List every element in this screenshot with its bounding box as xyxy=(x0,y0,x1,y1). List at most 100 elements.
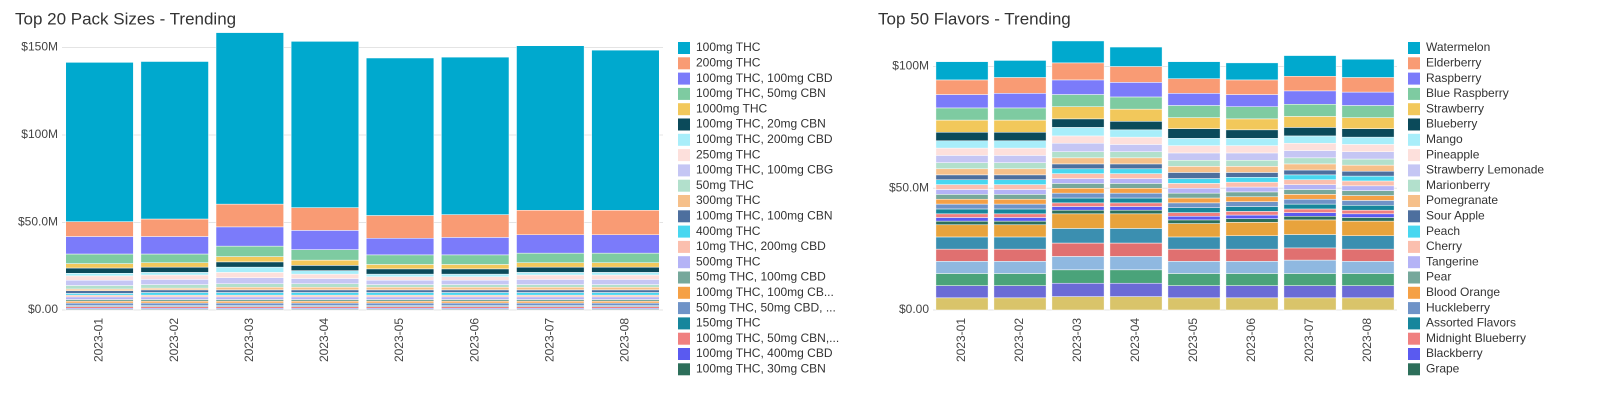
bar-segment xyxy=(1109,108,1163,122)
bar-segment xyxy=(993,132,1047,142)
bar-segment xyxy=(935,198,989,205)
bar-segment xyxy=(140,262,209,268)
bar-segment xyxy=(215,266,284,273)
bar-segment xyxy=(1051,168,1105,174)
bar-segment xyxy=(1167,128,1221,139)
x-tick-label: 2023-06 xyxy=(467,318,481,362)
bar-segment xyxy=(366,289,435,293)
bar-segment xyxy=(215,289,284,293)
bar-segment xyxy=(935,179,989,185)
legend-label: 50mg THC, 50mg CBD, ... xyxy=(696,300,836,314)
bar-segment xyxy=(1109,144,1163,152)
bar-segment xyxy=(215,296,284,300)
bar-segment xyxy=(1167,261,1221,274)
bar-segment xyxy=(935,189,989,195)
y-tick-label: $100M xyxy=(21,127,58,141)
bar-segment xyxy=(1109,82,1163,98)
bar-segment xyxy=(441,214,510,238)
bar-segment xyxy=(1167,188,1221,194)
bar-segment xyxy=(1341,273,1395,286)
bar-segment xyxy=(1051,209,1105,215)
bar-segment xyxy=(516,289,585,293)
bar-segment xyxy=(935,208,989,215)
bar-segment xyxy=(1341,180,1395,187)
bar-segment xyxy=(1109,296,1163,311)
legend-swatch xyxy=(678,363,690,376)
bar-segment xyxy=(1051,142,1105,152)
bar-segment xyxy=(1109,242,1163,257)
bar-segment xyxy=(516,294,585,298)
bar-segment xyxy=(215,294,284,298)
x-tick-label: 2023-08 xyxy=(1360,318,1374,362)
bar-segment xyxy=(1225,181,1279,188)
legend-swatch xyxy=(1408,210,1420,223)
bar-segment xyxy=(1341,58,1395,78)
bar-segment xyxy=(1109,256,1163,271)
legend-label: Huckleberry xyxy=(1426,300,1490,314)
bar-segment xyxy=(215,32,284,205)
bar-segment xyxy=(1341,209,1395,215)
bar-segment xyxy=(1225,211,1279,216)
legend-swatch xyxy=(1408,42,1420,54)
bar-segment xyxy=(290,278,359,284)
bar-segment xyxy=(591,296,660,300)
bar-segment xyxy=(1109,282,1163,297)
bar-segment xyxy=(65,285,134,290)
bar-segment xyxy=(1283,90,1337,105)
bar-segment xyxy=(1051,157,1105,165)
bar-segment xyxy=(993,224,1047,238)
bar-segment xyxy=(1167,183,1221,189)
bar-segment xyxy=(140,302,209,306)
bar-segment xyxy=(215,203,284,228)
legend-label: Blueberry xyxy=(1426,117,1477,131)
bar-segment xyxy=(290,249,359,261)
bar-segment xyxy=(1283,189,1337,195)
bar-segment xyxy=(140,218,209,237)
bar-segment xyxy=(591,299,660,302)
legend-swatch xyxy=(1408,302,1420,315)
legend-swatch xyxy=(678,87,690,100)
legend-label: Watermelon xyxy=(1426,40,1490,54)
bar-segment xyxy=(65,302,134,306)
legend-label: Strawberry Lemonade xyxy=(1426,163,1544,177)
bar-segment xyxy=(1283,208,1337,213)
bar-segment xyxy=(1225,94,1279,107)
bar-segment xyxy=(1167,178,1221,184)
bar-segment xyxy=(65,294,134,298)
bar-segment xyxy=(516,296,585,300)
bar-segment xyxy=(1225,285,1279,299)
bar-segment xyxy=(1109,173,1163,179)
legend-label: 100mg THC, 100mg CBG xyxy=(696,163,833,177)
bar-segment xyxy=(1341,136,1395,145)
legend-label: 500mg THC xyxy=(696,254,761,268)
bar-segment xyxy=(1167,61,1221,79)
bar-segment xyxy=(1167,78,1221,94)
legend-swatch xyxy=(1408,103,1420,116)
bar-segment xyxy=(65,221,134,237)
bar-segment xyxy=(1283,184,1337,190)
bar-segment xyxy=(1109,192,1163,199)
bar-segment xyxy=(935,94,989,109)
bar-segment xyxy=(1109,178,1163,184)
bar-segment xyxy=(993,208,1047,215)
legend-label: 100mg THC, 20mg CBN xyxy=(696,117,826,131)
bar-segment xyxy=(441,294,510,298)
bar-segment xyxy=(993,220,1047,226)
bar-segment xyxy=(215,302,284,306)
bar-segment xyxy=(993,93,1047,109)
legend-swatch xyxy=(678,271,690,284)
bar-segment xyxy=(1167,152,1221,161)
bar-segment xyxy=(215,272,284,278)
bar-segment xyxy=(1167,297,1221,311)
legend-swatch xyxy=(1408,133,1420,146)
bar-segment xyxy=(1167,105,1221,118)
bar-segment xyxy=(441,264,510,270)
y-tick-label: $150M xyxy=(21,40,58,54)
bar-segment xyxy=(1051,256,1105,271)
legend-label: 300mg THC xyxy=(696,193,761,207)
bar-segment xyxy=(1051,296,1105,311)
bar-segment xyxy=(1341,170,1395,177)
legend-label: Cherry xyxy=(1426,239,1462,253)
bar-segment xyxy=(441,237,510,256)
bar-segment xyxy=(215,261,284,268)
